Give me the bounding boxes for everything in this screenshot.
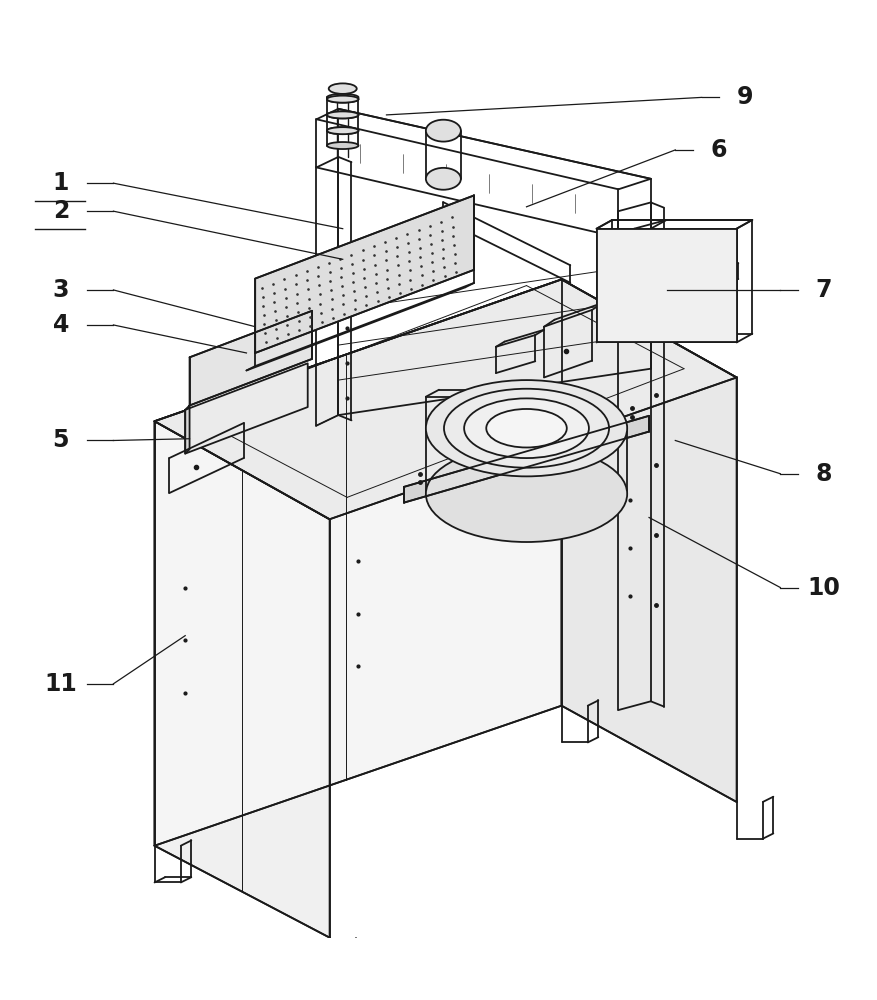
- Ellipse shape: [425, 446, 626, 542]
- Ellipse shape: [486, 409, 567, 447]
- Text: 1: 1: [53, 171, 69, 195]
- Text: 2: 2: [53, 199, 69, 223]
- Polygon shape: [403, 416, 648, 503]
- Polygon shape: [154, 279, 736, 519]
- Text: 8: 8: [815, 462, 831, 486]
- Polygon shape: [185, 405, 189, 454]
- Ellipse shape: [425, 168, 460, 190]
- Ellipse shape: [326, 142, 358, 149]
- Text: 9: 9: [736, 85, 752, 109]
- Polygon shape: [154, 421, 329, 938]
- Ellipse shape: [425, 380, 626, 476]
- Polygon shape: [154, 279, 561, 846]
- Text: 10: 10: [807, 576, 839, 600]
- Ellipse shape: [326, 96, 358, 103]
- Ellipse shape: [464, 398, 588, 458]
- Ellipse shape: [328, 83, 356, 94]
- Polygon shape: [595, 229, 736, 342]
- Ellipse shape: [326, 127, 358, 134]
- Ellipse shape: [444, 389, 609, 468]
- Text: 3: 3: [53, 278, 69, 302]
- Text: 4: 4: [53, 313, 69, 337]
- Text: 5: 5: [53, 428, 69, 452]
- Ellipse shape: [326, 111, 358, 118]
- Polygon shape: [561, 279, 736, 802]
- Ellipse shape: [326, 111, 358, 118]
- Ellipse shape: [326, 94, 358, 101]
- Ellipse shape: [425, 120, 460, 142]
- Text: 11: 11: [45, 672, 77, 696]
- Ellipse shape: [326, 96, 358, 103]
- Ellipse shape: [326, 127, 358, 134]
- Polygon shape: [185, 363, 307, 454]
- Text: 6: 6: [710, 138, 726, 162]
- Polygon shape: [255, 195, 474, 353]
- Polygon shape: [189, 311, 311, 405]
- Text: 7: 7: [815, 278, 831, 302]
